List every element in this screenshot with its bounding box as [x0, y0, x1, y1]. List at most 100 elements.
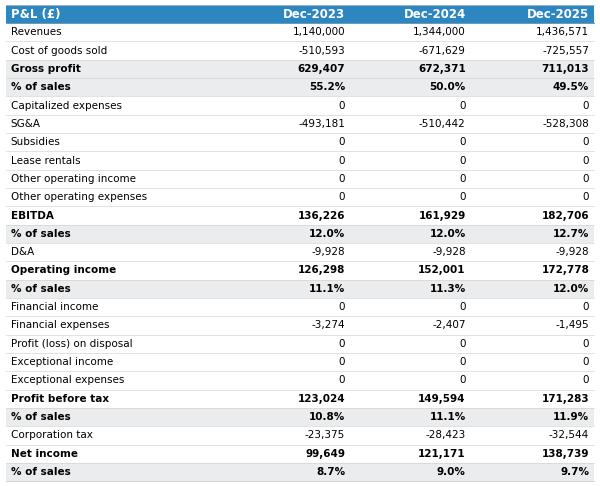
- Text: Gross profit: Gross profit: [11, 64, 80, 74]
- Text: 629,407: 629,407: [298, 64, 345, 74]
- FancyBboxPatch shape: [6, 23, 594, 41]
- Text: -2,407: -2,407: [432, 320, 466, 330]
- FancyBboxPatch shape: [6, 225, 594, 243]
- Text: 1,436,571: 1,436,571: [536, 27, 589, 37]
- Text: 0: 0: [583, 357, 589, 367]
- Text: Capitalized expenses: Capitalized expenses: [11, 101, 122, 111]
- Text: 0: 0: [338, 137, 345, 147]
- FancyBboxPatch shape: [6, 371, 594, 390]
- FancyBboxPatch shape: [6, 60, 594, 78]
- Text: -1,495: -1,495: [556, 320, 589, 330]
- Text: 9.0%: 9.0%: [437, 467, 466, 477]
- Text: -671,629: -671,629: [419, 46, 466, 56]
- Text: 152,001: 152,001: [418, 265, 466, 276]
- Text: 0: 0: [459, 302, 466, 312]
- FancyBboxPatch shape: [6, 426, 594, 445]
- Text: 9.7%: 9.7%: [560, 467, 589, 477]
- Text: Exceptional expenses: Exceptional expenses: [11, 375, 124, 385]
- Text: 126,298: 126,298: [298, 265, 345, 276]
- Text: 0: 0: [338, 174, 345, 184]
- Text: -493,181: -493,181: [298, 119, 345, 129]
- Text: 0: 0: [459, 339, 466, 349]
- Text: -528,308: -528,308: [542, 119, 589, 129]
- Text: 0: 0: [459, 357, 466, 367]
- FancyBboxPatch shape: [6, 96, 594, 115]
- Text: 0: 0: [459, 192, 466, 202]
- FancyBboxPatch shape: [6, 5, 594, 23]
- Text: -510,593: -510,593: [298, 46, 345, 56]
- Text: 0: 0: [459, 101, 466, 111]
- Text: 12.7%: 12.7%: [553, 229, 589, 239]
- Text: 138,739: 138,739: [542, 449, 589, 459]
- FancyBboxPatch shape: [6, 463, 594, 481]
- Text: SG&A: SG&A: [11, 119, 41, 129]
- Text: 0: 0: [338, 302, 345, 312]
- Text: 0: 0: [459, 375, 466, 385]
- Text: 0: 0: [583, 302, 589, 312]
- Text: 0: 0: [338, 357, 345, 367]
- FancyBboxPatch shape: [6, 298, 594, 316]
- Text: Dec-2023: Dec-2023: [283, 7, 345, 20]
- Text: Subsidies: Subsidies: [11, 137, 61, 147]
- FancyBboxPatch shape: [6, 188, 594, 207]
- FancyBboxPatch shape: [6, 115, 594, 133]
- Text: P&L (£): P&L (£): [11, 7, 60, 20]
- Text: 0: 0: [338, 339, 345, 349]
- Text: 1,344,000: 1,344,000: [413, 27, 466, 37]
- Text: -3,274: -3,274: [311, 320, 345, 330]
- Text: 8.7%: 8.7%: [316, 467, 345, 477]
- Text: Profit (loss) on disposal: Profit (loss) on disposal: [11, 339, 133, 349]
- Text: 11.1%: 11.1%: [430, 412, 466, 422]
- Text: Exceptional income: Exceptional income: [11, 357, 113, 367]
- Text: 711,013: 711,013: [542, 64, 589, 74]
- Text: 123,024: 123,024: [298, 394, 345, 404]
- Text: 0: 0: [459, 156, 466, 166]
- Text: 136,226: 136,226: [298, 210, 345, 221]
- Text: 1,140,000: 1,140,000: [293, 27, 345, 37]
- Text: Profit before tax: Profit before tax: [11, 394, 109, 404]
- Text: Dec-2025: Dec-2025: [527, 7, 589, 20]
- Text: -9,928: -9,928: [556, 247, 589, 257]
- Text: 99,649: 99,649: [305, 449, 345, 459]
- Text: 12.0%: 12.0%: [430, 229, 466, 239]
- Text: % of sales: % of sales: [11, 82, 71, 92]
- Text: 149,594: 149,594: [418, 394, 466, 404]
- Text: Dec-2024: Dec-2024: [403, 7, 466, 20]
- Text: 0: 0: [583, 174, 589, 184]
- Text: 0: 0: [583, 339, 589, 349]
- Text: Operating income: Operating income: [11, 265, 116, 276]
- FancyBboxPatch shape: [6, 133, 594, 152]
- FancyBboxPatch shape: [6, 279, 594, 298]
- Text: Cost of goods sold: Cost of goods sold: [11, 46, 107, 56]
- Text: 0: 0: [338, 375, 345, 385]
- Text: 0: 0: [459, 137, 466, 147]
- Text: % of sales: % of sales: [11, 412, 71, 422]
- FancyBboxPatch shape: [6, 316, 594, 334]
- FancyBboxPatch shape: [6, 334, 594, 353]
- Text: 0: 0: [583, 137, 589, 147]
- FancyBboxPatch shape: [6, 261, 594, 279]
- Text: % of sales: % of sales: [11, 284, 71, 294]
- FancyBboxPatch shape: [6, 353, 594, 371]
- Text: 172,778: 172,778: [541, 265, 589, 276]
- Text: D&A: D&A: [11, 247, 34, 257]
- FancyBboxPatch shape: [6, 78, 594, 96]
- Text: 0: 0: [338, 192, 345, 202]
- Text: % of sales: % of sales: [11, 229, 71, 239]
- Text: 161,929: 161,929: [418, 210, 466, 221]
- Text: 0: 0: [338, 156, 345, 166]
- Text: 0: 0: [583, 156, 589, 166]
- Text: 0: 0: [459, 174, 466, 184]
- FancyBboxPatch shape: [6, 243, 594, 261]
- Text: -9,928: -9,928: [311, 247, 345, 257]
- FancyBboxPatch shape: [6, 207, 594, 225]
- Text: 11.3%: 11.3%: [430, 284, 466, 294]
- Text: Other operating expenses: Other operating expenses: [11, 192, 147, 202]
- Text: Corporation tax: Corporation tax: [11, 430, 92, 440]
- Text: 672,371: 672,371: [418, 64, 466, 74]
- FancyBboxPatch shape: [6, 445, 594, 463]
- FancyBboxPatch shape: [6, 170, 594, 188]
- FancyBboxPatch shape: [6, 408, 594, 426]
- Text: 12.0%: 12.0%: [553, 284, 589, 294]
- Text: Other operating income: Other operating income: [11, 174, 136, 184]
